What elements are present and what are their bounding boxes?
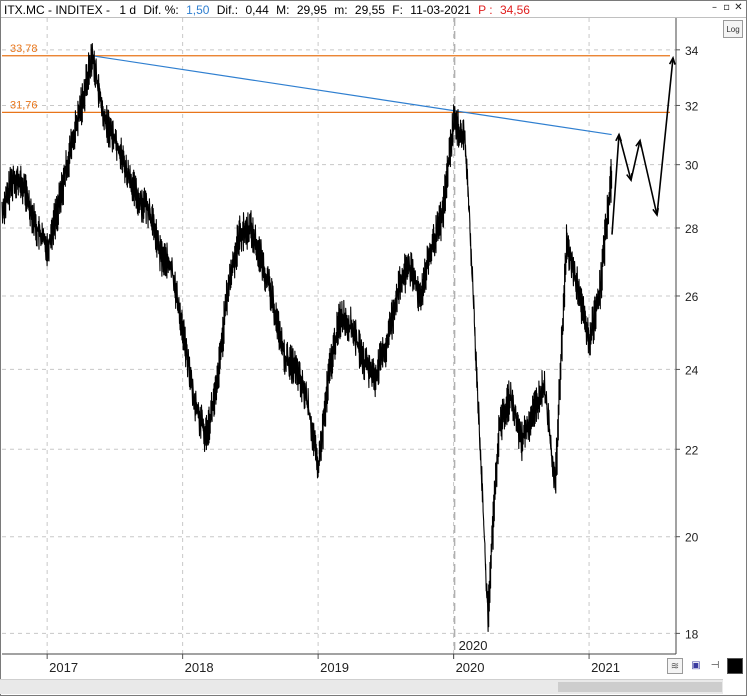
x-period-label: 2020 bbox=[459, 638, 488, 653]
price-series bbox=[1, 42, 613, 633]
y-tick-label: 34 bbox=[685, 44, 699, 58]
projection-arrowhead bbox=[635, 138, 643, 148]
horizontal-levels: 33,78 31,76 bbox=[2, 43, 670, 136]
header-bar bbox=[1, 1, 746, 17]
price-value: 34,56 bbox=[500, 3, 530, 17]
color-swatch-icon[interactable] bbox=[727, 658, 743, 674]
horizontal-scrollbar[interactable] bbox=[0, 679, 723, 694]
y-tick-label: 20 bbox=[685, 531, 699, 545]
scrollbar-thumb[interactable] bbox=[558, 682, 722, 692]
minimize-icon[interactable]: – bbox=[712, 2, 717, 13]
x-tick-label: 2021 bbox=[591, 660, 620, 675]
log-scale-button[interactable]: Log bbox=[723, 20, 743, 38]
zoom-icon[interactable]: ≋ bbox=[667, 658, 683, 674]
pin-icon[interactable]: ⊣ bbox=[710, 660, 720, 671]
x-tick-label: 2020 bbox=[456, 660, 485, 675]
symbol-label: ITX.MC - INDITEX - bbox=[4, 3, 110, 17]
trend-line bbox=[92, 55, 612, 136]
x-tick-label: 2019 bbox=[320, 660, 349, 675]
chart-header: ITX.MC - INDITEX - 1 d Dif. %: 1,50 Dif.… bbox=[4, 3, 530, 17]
x-tick-label: 2018 bbox=[185, 660, 214, 675]
projection-path bbox=[611, 57, 674, 235]
projection-arrowhead bbox=[626, 173, 633, 183]
y-tick-label: 30 bbox=[685, 159, 699, 173]
date-label: F: bbox=[392, 3, 403, 17]
dif-value: 0,44 bbox=[245, 3, 269, 17]
x-tick-label: 2017 bbox=[49, 660, 78, 675]
save-icon[interactable]: ▣ bbox=[691, 660, 701, 671]
projection-arrowhead bbox=[668, 55, 676, 65]
axis-labels: 18 20 22 24 26 28 30 32 34 2017 2018 2019 2020 2021 20… bbox=[49, 44, 699, 675]
restore-icon[interactable]: ▫ bbox=[723, 2, 730, 13]
close-icon[interactable]: ✕ bbox=[734, 2, 743, 13]
y-tick-label: 24 bbox=[685, 363, 699, 377]
series-layer bbox=[1, 42, 676, 633]
dif-pct-label: Dif. %: bbox=[143, 3, 178, 17]
min-label: m: bbox=[334, 3, 347, 17]
projection-arrowhead bbox=[615, 132, 623, 142]
y-tick-label: 32 bbox=[685, 99, 699, 113]
y-tick-label: 28 bbox=[685, 222, 699, 236]
y-tick-label: 18 bbox=[685, 627, 699, 641]
dif-pct-value: 1,50 bbox=[186, 3, 210, 17]
price-label: P : bbox=[478, 3, 492, 17]
date-value: 11-03-2021 bbox=[410, 3, 471, 17]
plot-area: 33,78 31,76 18 20 22 24 26 28 30 32 34 2017 2018 201… bbox=[1, 18, 699, 675]
dif-label: Dif.: bbox=[217, 3, 238, 17]
level-label: 33,78 bbox=[10, 43, 38, 55]
y-tick-label: 26 bbox=[685, 290, 699, 304]
projection-arrowhead bbox=[652, 207, 660, 217]
interval-label: 1 d bbox=[119, 3, 136, 17]
axes bbox=[2, 18, 680, 659]
level-label: 31,76 bbox=[10, 99, 38, 111]
max-value: 29,95 bbox=[297, 3, 327, 17]
y-tick-label: 22 bbox=[685, 443, 699, 457]
min-value: 29,55 bbox=[355, 3, 385, 17]
max-label: M: bbox=[276, 3, 289, 17]
